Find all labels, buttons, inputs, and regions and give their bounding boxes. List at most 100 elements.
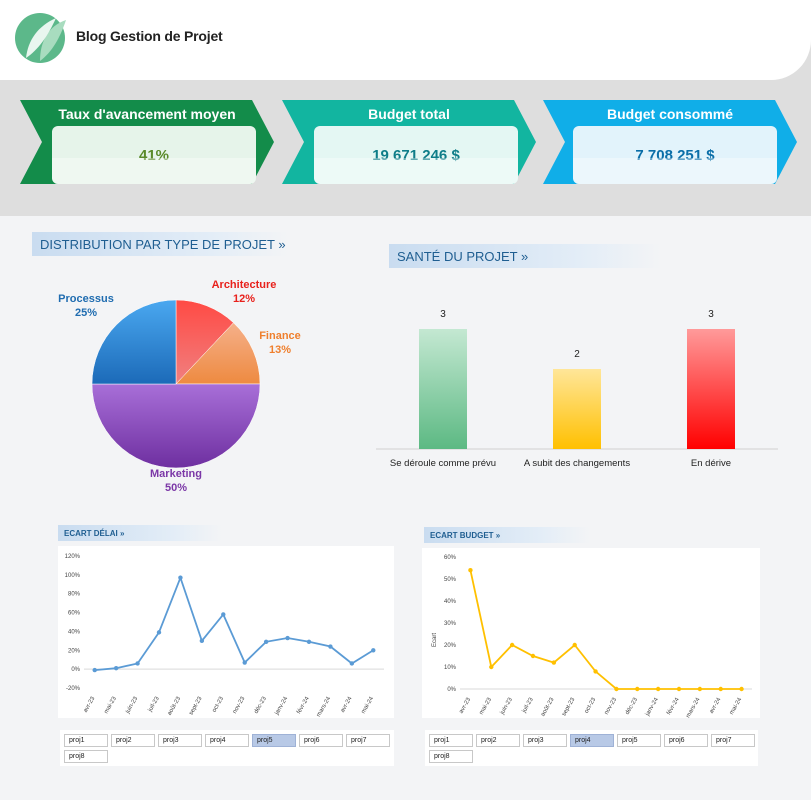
data-point xyxy=(285,635,290,641)
pie-slice-processus xyxy=(91,299,177,385)
ecart-delai-panel: 120% 100% 80% 60% 40% 20% 0% -20% avr-23 mai-23 ju… xyxy=(58,546,394,718)
data-point xyxy=(306,639,312,644)
slicer-item-proj1[interactable]: proj1 xyxy=(429,734,473,747)
data-point xyxy=(221,612,226,617)
data-point xyxy=(199,638,205,644)
y-tick-label: 0% xyxy=(447,687,456,693)
pie-label-name: Architecture xyxy=(211,279,277,291)
bar-value-label: 2 xyxy=(574,349,580,360)
x-tick-label: juin-23 xyxy=(125,695,140,715)
bar-value-label: 3 xyxy=(440,309,446,320)
x-tick-label: mars-24 xyxy=(316,695,333,718)
kpi-value: 41% xyxy=(138,146,170,164)
kpi-title: Taux d'avancement moyen xyxy=(58,106,236,122)
slicer-item-proj2[interactable]: proj2 xyxy=(476,734,520,747)
pie-label-finance: Finance 13% xyxy=(252,329,308,357)
x-tick-label: juil-23 xyxy=(147,695,161,713)
y-tick-label: 20% xyxy=(444,643,457,649)
header: Blog Gestion de Projet xyxy=(0,0,811,80)
slicer-item-proj5[interactable]: proj5 xyxy=(252,734,296,747)
slicer-item-proj3[interactable]: proj3 xyxy=(523,734,567,747)
ecart-delai-line-chart: 120% 100% 80% 60% 40% 20% 0% -20%avr-23 mai-23 ju… xyxy=(65,554,384,718)
slicer-item-proj7[interactable]: proj7 xyxy=(346,734,390,747)
data-point xyxy=(328,644,333,649)
x-tick-label: mars-24 xyxy=(685,696,702,718)
kpi-avancement: Taux d'avancement moyen 41% xyxy=(20,100,274,186)
distribution-title: DISTRIBUTION PAR TYPE DE PROJET » xyxy=(32,232,288,256)
distribution-pie-chart xyxy=(91,299,261,469)
x-tick-label: déc-23 xyxy=(253,695,268,714)
slicer-item-proj4[interactable]: proj4 xyxy=(205,734,249,747)
x-tick-label: févr-24 xyxy=(296,695,311,715)
health-bar-chart xyxy=(376,329,778,450)
pie-slice-architecture xyxy=(175,299,234,385)
x-tick-label: mai-24 xyxy=(729,696,744,715)
bar xyxy=(419,329,467,449)
bar xyxy=(687,329,735,449)
data-point xyxy=(178,575,183,580)
ecart-budget-line-chart: Ecart 60% 50% 40% 30% 20% 10% 0%avr-23 mai-23 ju… xyxy=(432,555,752,719)
x-tick-label: déc-23 xyxy=(625,696,640,715)
x-tick-label: sept-23 xyxy=(188,695,204,716)
x-tick-label: nov-23 xyxy=(604,696,619,715)
slicer-item-proj6[interactable]: proj6 xyxy=(664,734,708,747)
data-point xyxy=(135,661,140,666)
logo-icon xyxy=(15,13,66,63)
data-point xyxy=(156,630,162,635)
pie-label-pct: 13% xyxy=(268,344,292,356)
data-point xyxy=(509,642,515,648)
kpi-budget-total: Budget total 19 671 246 $ xyxy=(282,100,536,186)
header-card: Blog Gestion de Projet xyxy=(0,0,811,80)
health-title: SANTÉ DU PROJET » xyxy=(389,244,661,268)
kpi-budget-consomme: Budget consommé 7 708 251 $ xyxy=(543,100,797,186)
y-tick-label: 60% xyxy=(444,555,457,561)
bar-category-label: A subit des changements xyxy=(523,458,631,469)
y-tick-label: 20% xyxy=(68,648,81,654)
x-tick-label: mai-23 xyxy=(104,695,119,714)
ecart-budget-panel: Ecart 60% 50% 40% 30% 20% 10% 0% avr-23 mai-23 ju… xyxy=(422,548,760,719)
series-line xyxy=(469,570,742,690)
axis-ylabel: Ecart xyxy=(432,633,438,647)
pie-label-pct: 12% xyxy=(232,293,256,305)
x-tick-label: août-23 xyxy=(540,696,556,717)
slicer-item-proj3[interactable]: proj3 xyxy=(158,734,202,747)
slicer-item-proj7[interactable]: proj7 xyxy=(711,734,755,747)
pie-label-pct: 25% xyxy=(74,307,98,319)
data-point xyxy=(697,686,703,692)
x-tick-label: avr-24 xyxy=(340,695,354,713)
data-point xyxy=(371,648,376,653)
slicer-ecart-budget: proj1 proj2 proj3 proj4 proj5 proj6 proj7 proj8 xyxy=(425,730,758,766)
kpi-value-box: 7 708 251 $ xyxy=(573,126,777,184)
data-point xyxy=(263,639,269,644)
x-tick-label: sept-23 xyxy=(561,696,577,717)
kpi-title: Budget total xyxy=(368,106,450,122)
pie-label-name: Finance xyxy=(259,330,301,342)
pie-label-name: Marketing xyxy=(150,468,202,480)
slicer-item-proj6[interactable]: proj6 xyxy=(299,734,343,747)
y-tick-label: 40% xyxy=(444,599,457,605)
slicer-item-proj4[interactable]: proj4 xyxy=(570,734,614,747)
x-tick-label: avr-23 xyxy=(458,696,472,714)
data-point xyxy=(113,666,119,671)
data-point xyxy=(468,568,473,573)
y-tick-label: 80% xyxy=(68,592,81,598)
pie-label-architecture: Architecture 12% xyxy=(206,278,282,306)
data-point xyxy=(242,660,247,665)
pie-label-processus: Processus 25% xyxy=(54,292,118,320)
x-tick-label: janv-24 xyxy=(644,696,660,717)
data-point xyxy=(739,686,744,692)
ecart-budget-title: ECART BUDGET » xyxy=(424,527,590,543)
x-tick-label: août-23 xyxy=(167,695,183,716)
slicer-item-proj8[interactable]: proj8 xyxy=(64,750,108,763)
y-tick-label: 40% xyxy=(68,629,81,635)
slicer-item-proj1[interactable]: proj1 xyxy=(64,734,108,747)
slicer-item-proj5[interactable]: proj5 xyxy=(617,734,661,747)
series-line xyxy=(94,575,374,671)
data-point xyxy=(593,669,598,674)
slicer-item-proj8[interactable]: proj8 xyxy=(429,750,473,763)
pie-slice-finance xyxy=(175,322,261,385)
slicer-item-proj2[interactable]: proj2 xyxy=(111,734,155,747)
brand-title: Blog Gestion de Projet xyxy=(76,28,223,44)
y-tick-label: -20% xyxy=(66,686,81,692)
pie-slice-marketing xyxy=(91,383,261,469)
